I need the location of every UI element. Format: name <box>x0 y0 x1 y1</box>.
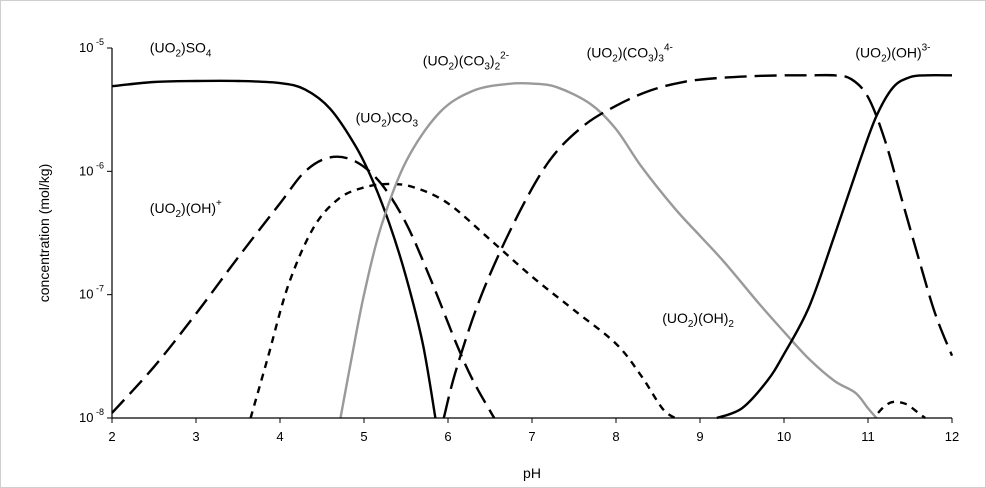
x-tick-label: 2 <box>108 429 115 444</box>
x-tick-label: 10 <box>777 429 791 444</box>
series-line-1 <box>111 155 496 419</box>
y-tick-label: 10 -8 <box>79 407 104 425</box>
series-label-5: (UO2)(OH)3- <box>855 42 930 64</box>
y-tick-label: 10 -6 <box>79 160 104 178</box>
axes-layer: 2 3 4 5 6 7 8 9 10 11 12 10 -5 10 -6 10 -7 10 -8 <box>79 37 959 444</box>
x-tick-label: 3 <box>192 429 199 444</box>
series-label-6: (UO2)(OH)2 <box>662 310 734 330</box>
series-line-4 <box>442 73 954 419</box>
x-tick-label: 4 <box>276 429 283 444</box>
y-tick-label: 10 -5 <box>79 37 104 55</box>
x-tick-label: 9 <box>696 429 703 444</box>
y-axis-title: concentration (mol/kg) <box>36 164 52 303</box>
x-tick-label: 5 <box>360 429 367 444</box>
x-tick-label: 6 <box>444 429 451 444</box>
labels-layer: (UO2)SO4 (UO2)(OH)+ (UO2)CO3 (UO2)(CO3)22- (… <box>150 39 931 329</box>
series-label-1: (UO2)(OH)+ <box>150 198 222 220</box>
series-label-2: (UO2)CO3 <box>356 109 419 129</box>
x-tick-label: 8 <box>612 429 619 444</box>
x-tick-label: 11 <box>861 429 875 444</box>
series-layer <box>111 73 954 420</box>
x-tick-label: 7 <box>528 429 535 444</box>
x-axis-title: pH <box>523 465 541 481</box>
series-label-4: (UO2)(CO3)34- <box>587 42 673 64</box>
series-label-0: (UO2)SO4 <box>150 39 212 59</box>
series-label-3: (UO2)(CO3)22- <box>423 51 509 73</box>
series-line-0 <box>111 79 437 419</box>
series-line-3 <box>339 81 878 419</box>
series-line-5 <box>716 74 953 420</box>
x-tick-label: 12 <box>945 429 959 444</box>
plot-area <box>112 48 952 418</box>
y-tick-label: 10 -7 <box>79 284 104 302</box>
